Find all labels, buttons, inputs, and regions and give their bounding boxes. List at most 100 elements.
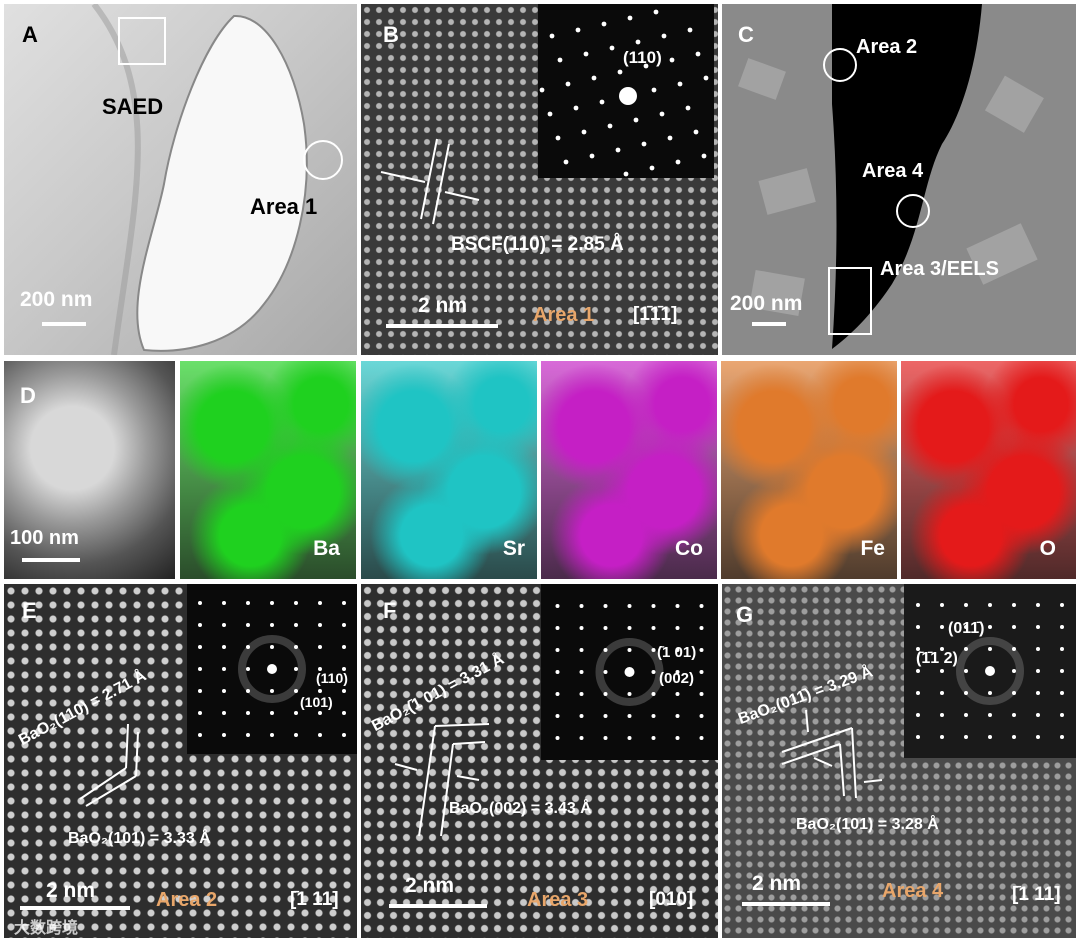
saed-spot [653, 9, 659, 15]
panel-e-scale-text: 2 nm [46, 879, 96, 902]
fft-spot [699, 648, 704, 652]
fft-spot [198, 601, 202, 605]
panel-b: (110) B BSCF(110) = 2.85 Å 2 nm Area 1 [… [361, 4, 718, 355]
fft-spot [555, 692, 560, 696]
panel-e: (110) (101) E BaO₂(110) = 2.71 Å BaO₂(10… [4, 584, 357, 938]
panel-g-spacing-marker [781, 709, 883, 799]
panel-g: (011̄) (̄1̄1 2) G BaO₂(011̄) = 3.29 Å Ba… [722, 584, 1076, 938]
fft-spot [1012, 735, 1016, 739]
saed-spot [601, 21, 607, 27]
fft-spot [270, 645, 274, 649]
saed-spot [563, 159, 569, 165]
fft-spot [342, 645, 346, 649]
fft-spot [1012, 713, 1016, 717]
panel-f-spacing-marker [394, 723, 490, 837]
fft-spot [246, 689, 250, 693]
fft-spot [1012, 625, 1016, 629]
fft-pattern-f [555, 604, 704, 740]
fft-spot [1060, 625, 1064, 629]
saed-spot [701, 153, 707, 159]
saed-spot [549, 33, 555, 39]
fft-spot [940, 691, 944, 695]
fft-spot [988, 713, 992, 717]
area3-box [828, 267, 872, 335]
fft-spot [579, 670, 584, 674]
panel-f-spacing-b: BaO₂(002) = 3.43 Å [449, 800, 592, 817]
fft-spot [294, 667, 298, 671]
fft-spot [342, 667, 346, 671]
saed-spot [607, 123, 613, 129]
fft-spot [651, 626, 656, 630]
fft-spot [342, 601, 346, 605]
fft-spot [916, 669, 920, 673]
fft-g-spot2: (̄1̄1 2) [916, 650, 958, 667]
fft-inset-f [541, 584, 718, 760]
fft-spot [1012, 691, 1016, 695]
fft-f-spot2: (002) [659, 670, 695, 687]
fft-spot [246, 601, 250, 605]
panel-f-scalebar [389, 904, 487, 908]
fft-pattern-g [916, 603, 1064, 739]
saed-spot [557, 57, 563, 63]
saed-spot [669, 57, 675, 63]
saed-spot [599, 99, 605, 105]
saed-pattern [539, 9, 709, 177]
panel-g-scalebar [742, 902, 830, 906]
fft-spot [198, 689, 202, 693]
saed-spot [581, 129, 587, 135]
fft-spot [1036, 713, 1040, 717]
fft-spot [675, 670, 680, 674]
saed-pattern-inset [538, 4, 714, 178]
area1-label: Area 1 [250, 194, 318, 219]
fft-spot [964, 669, 968, 673]
panel-f-zone-axis: [010] [649, 889, 694, 910]
saed-spot [633, 117, 639, 123]
saed-spot [609, 45, 615, 51]
fft-spot [342, 689, 346, 693]
fft-spot [916, 713, 920, 717]
panel-c: C Area 2 Area 4 Area 3/EELS 200 nm [722, 4, 1076, 355]
panel-f: (̄1 01) (002) F BaO₂(̄1 01) = 3.31 Å BaO… [361, 584, 718, 938]
panel-b-label: B [383, 22, 399, 47]
fft-spot [579, 626, 584, 630]
fft-spot [270, 689, 274, 693]
panel-a-drawing [91, 4, 308, 355]
fft-spot [246, 645, 250, 649]
saed-spot [703, 75, 709, 81]
fft-spot [222, 733, 226, 737]
fft-halo [238, 635, 306, 703]
fft-spot [675, 648, 680, 652]
fft-spot [627, 714, 632, 718]
saed-spot [677, 81, 683, 87]
fft-spot [342, 733, 346, 737]
saed-spot [661, 33, 667, 39]
fft-spot [603, 736, 608, 740]
fft-spot [222, 711, 226, 715]
fft-spot [579, 604, 584, 608]
fft-spot [1060, 735, 1064, 739]
fft-spot [1036, 647, 1040, 651]
fft-spot [675, 714, 680, 718]
panel-a: A SAED Area 1 200 nm [4, 4, 357, 355]
fft-spot [603, 714, 608, 718]
fft-spot [603, 670, 608, 674]
saed-spot [547, 111, 553, 117]
fft-g-spot1: (011̄) [948, 620, 985, 637]
fft-spot [318, 645, 322, 649]
area4-circle [896, 194, 930, 228]
saed-spot [659, 111, 665, 117]
saed-spot [615, 147, 621, 153]
fft-spot [964, 647, 968, 651]
fft-spot [246, 667, 250, 671]
panel-f-area-label: Area 3 [527, 889, 589, 911]
fft-spot [579, 648, 584, 652]
fft-spot [318, 733, 322, 737]
fft-spot [198, 645, 202, 649]
fft-halo [595, 638, 664, 706]
fft-spot [555, 670, 560, 674]
saed-spot [623, 171, 629, 177]
fft-spot [1060, 713, 1064, 717]
panel-a-scale-text: 200 nm [20, 288, 93, 311]
saed-spot [539, 87, 545, 93]
panel-a-scalebar [42, 322, 86, 326]
